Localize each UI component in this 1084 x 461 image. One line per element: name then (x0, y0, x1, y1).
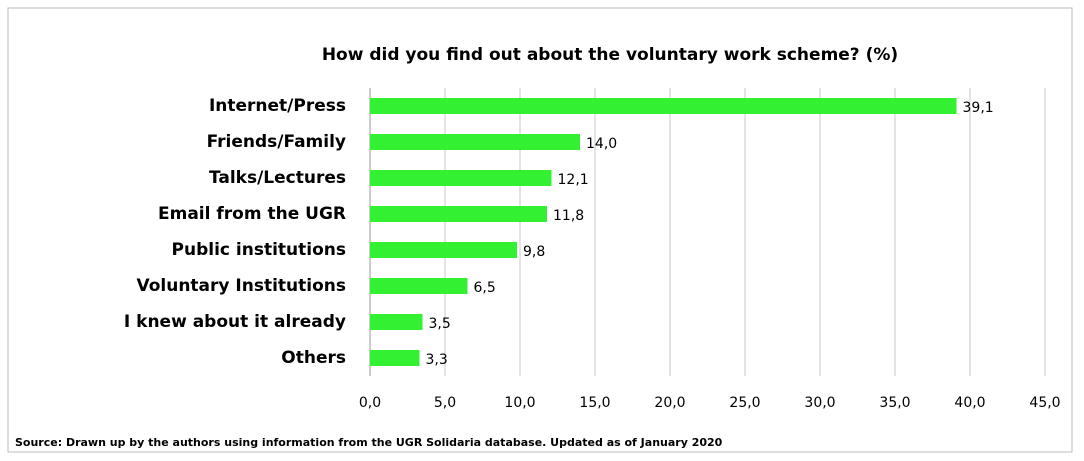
data-label: 39,1 (963, 100, 994, 116)
x-tick-label: 20,0 (654, 395, 685, 411)
x-tick-label: 10,0 (504, 395, 535, 411)
bar (370, 98, 957, 114)
data-label: 6,5 (474, 280, 496, 296)
data-label: 3,5 (429, 316, 451, 332)
y-tick-label: Internet/Press (209, 96, 346, 116)
y-tick-label: Friends/Family (207, 132, 346, 152)
data-label: 3,3 (426, 352, 448, 368)
x-tick-label: 15,0 (579, 395, 610, 411)
x-tick-label: 45,0 (1029, 395, 1060, 411)
bar (370, 134, 580, 150)
y-tick-label: I knew about it already (124, 312, 346, 332)
y-tick-label: Voluntary Institutions (136, 276, 346, 296)
x-tick-label: 30,0 (804, 395, 835, 411)
chart-title: How did you find out about the voluntary… (322, 45, 898, 65)
chart-frame (7, 7, 1073, 453)
data-label: 9,8 (523, 244, 545, 260)
x-tick-label: 25,0 (729, 395, 760, 411)
bar (370, 278, 468, 294)
data-label: 12,1 (558, 172, 589, 188)
data-label: 11,8 (553, 208, 584, 224)
bar (370, 314, 423, 330)
bar (370, 242, 517, 258)
bar (370, 350, 420, 366)
x-tick-label: 40,0 (954, 395, 985, 411)
y-tick-label: Email from the UGR (158, 204, 346, 224)
y-tick-label: Others (281, 348, 346, 368)
y-tick-label: Public institutions (172, 240, 346, 260)
source-note: Source: Drawn up by the authors using in… (15, 436, 723, 449)
x-tick-label: 5,0 (434, 395, 456, 411)
x-tick-label: 35,0 (879, 395, 910, 411)
x-tick-label: 0,0 (359, 395, 381, 411)
bar (370, 170, 552, 186)
y-tick-label: Talks/Lectures (209, 168, 346, 188)
bar (370, 206, 547, 222)
data-label: 14,0 (586, 136, 617, 152)
